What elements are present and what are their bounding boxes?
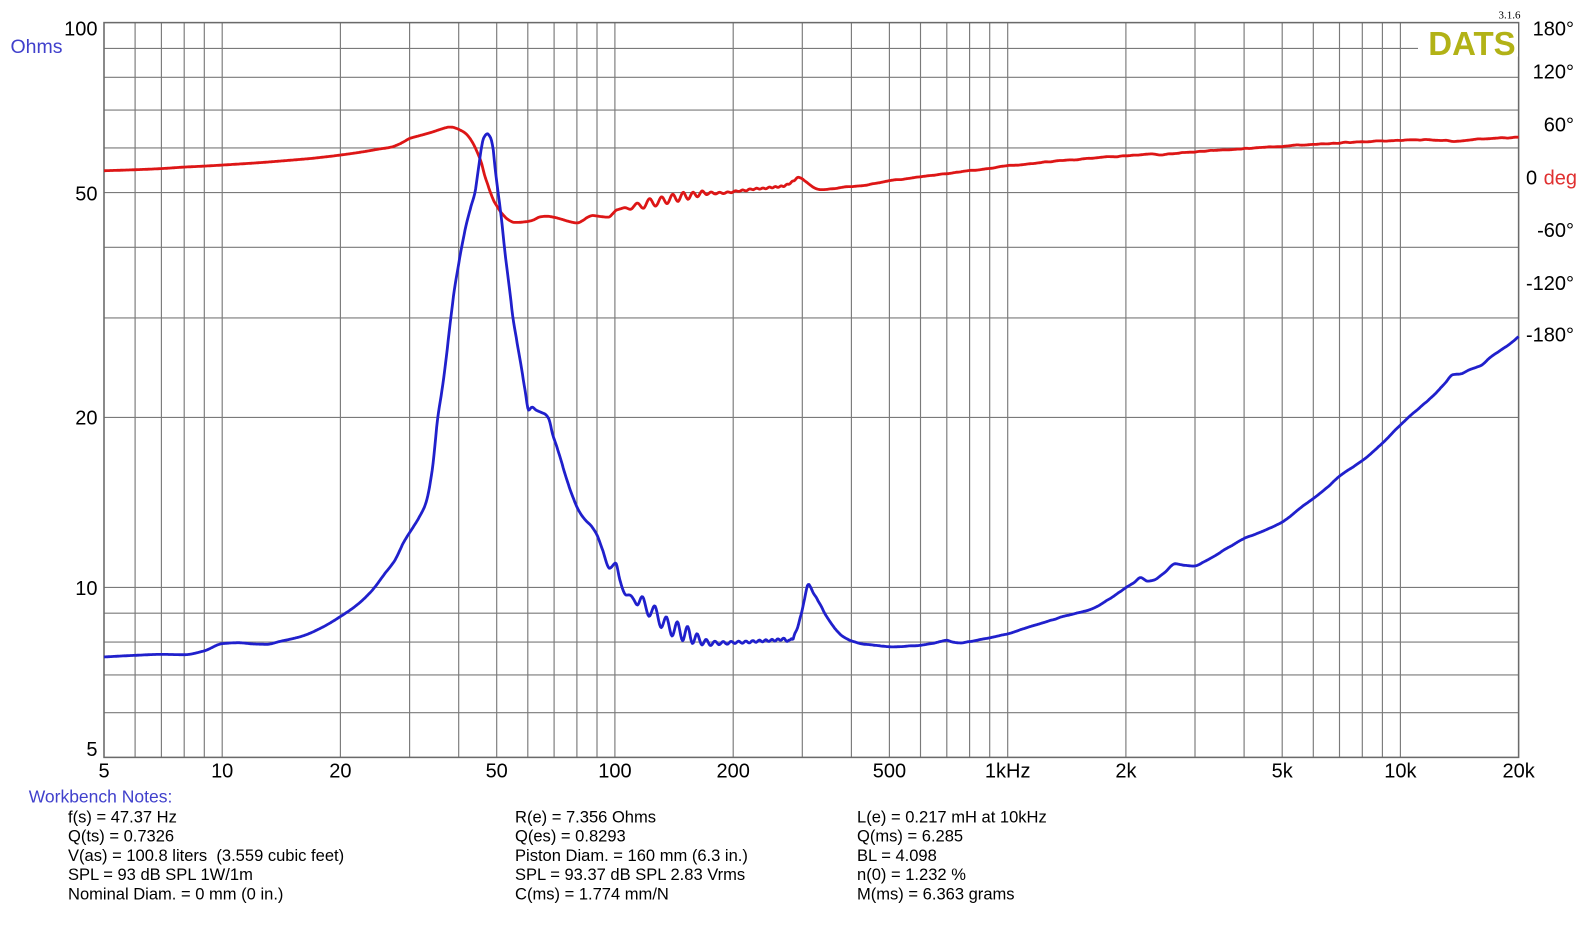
svg-text:60°: 60° [1544,115,1574,137]
svg-text:10k: 10k [1384,760,1417,782]
svg-text:50: 50 [75,183,97,205]
svg-text:20: 20 [75,408,97,430]
svg-text:deg: deg [1544,168,1577,190]
svg-text:3.1.6: 3.1.6 [1499,9,1522,21]
svg-text:2k: 2k [1115,760,1137,782]
svg-text:L(e) = 0.217 mH at 10kHz: L(e) = 0.217 mH at 10kHz [857,807,1047,826]
svg-text:Q(ts) = 0.7326: Q(ts) = 0.7326 [68,827,174,846]
svg-text:0: 0 [1526,168,1537,190]
svg-text:5k: 5k [1272,760,1294,782]
svg-text:SPL = 93 dB SPL 1W/1m: SPL = 93 dB SPL 1W/1m [68,865,253,884]
svg-text:SPL = 93.37 dB SPL 2.83 Vrms: SPL = 93.37 dB SPL 2.83 Vrms [515,865,745,884]
svg-text:-60°: -60° [1537,220,1574,242]
svg-text:n(0) = 1.232 %: n(0) = 1.232 % [857,865,966,884]
svg-text:Nominal Diam. = 0 mm (0 in.): Nominal Diam. = 0 mm (0 in.) [68,885,283,904]
svg-text:Piston Diam. = 160 mm (6.3 in.: Piston Diam. = 160 mm (6.3 in.) [515,846,748,865]
svg-text:Ohms: Ohms [11,36,63,58]
svg-text:500: 500 [873,760,906,782]
svg-text:10: 10 [75,578,97,600]
svg-text:20k: 20k [1502,760,1535,782]
svg-text:100: 100 [598,760,631,782]
svg-text:5: 5 [98,760,109,782]
svg-text:M(ms) = 6.363 grams: M(ms) = 6.363 grams [857,885,1015,904]
svg-text:120°: 120° [1533,62,1574,84]
svg-text:20: 20 [329,760,351,782]
svg-text:-120°: -120° [1526,273,1574,295]
svg-text:DATS: DATS [1428,25,1515,62]
svg-text:C(ms) = 1.774 mm/N: C(ms) = 1.774 mm/N [515,885,669,904]
svg-text:1kHz: 1kHz [985,760,1031,782]
svg-text:R(e) = 7.356 Ohms: R(e) = 7.356 Ohms [515,807,656,826]
svg-text:10: 10 [211,760,233,782]
svg-text:-180°: -180° [1526,325,1574,347]
svg-text:V(as) = 100.8 liters (3.559 c: V(as) = 100.8 liters (3.559 cubic feet) [68,846,344,865]
svg-text:Q(es) = 0.8293: Q(es) = 0.8293 [515,827,626,846]
svg-text:180°: 180° [1533,18,1574,40]
svg-text:BL = 4.098: BL = 4.098 [857,846,937,865]
svg-text:50: 50 [486,760,508,782]
svg-text:5: 5 [86,739,97,761]
svg-text:Q(ms) = 6.285: Q(ms) = 6.285 [857,827,963,846]
svg-text:f(s) = 47.37 Hz: f(s) = 47.37 Hz [68,807,177,826]
svg-text:100: 100 [64,18,97,40]
svg-text:200: 200 [717,760,750,782]
svg-text:Workbench Notes:: Workbench Notes: [29,787,173,807]
